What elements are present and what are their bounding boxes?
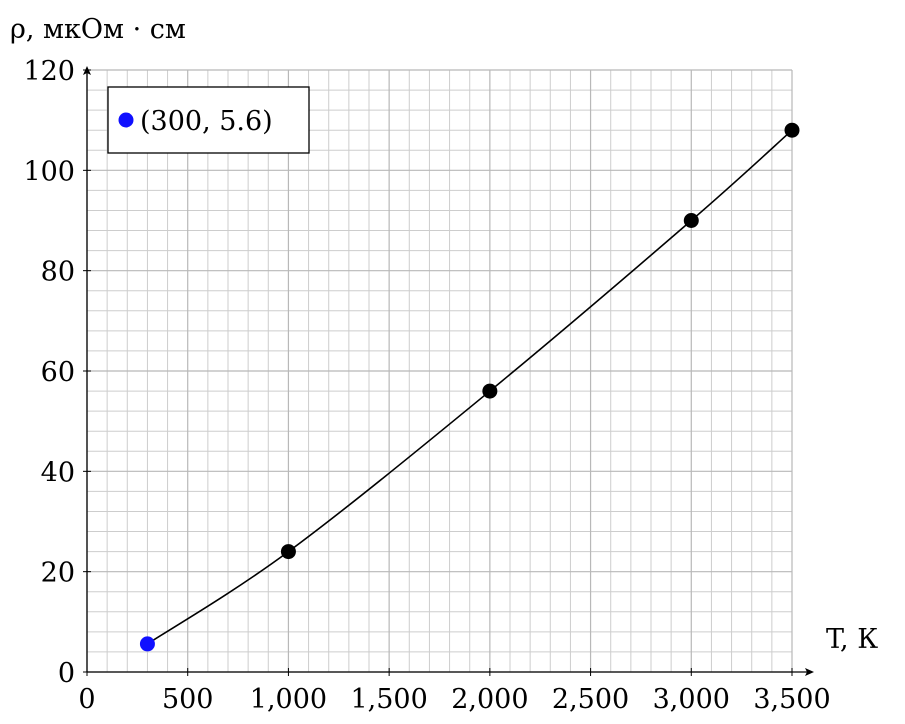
x-axis-arrow [805, 668, 814, 676]
grid-major [86, 69, 793, 673]
series-group [139, 122, 800, 652]
ticks: 0 500 1,000 1,500 2,000 2,500 3,000 3,500 0 20 40 6… [23, 56, 830, 715]
data-point [280, 544, 296, 560]
y-tick-label: 0 [58, 658, 75, 689]
y-axis-label: ρ, мкОм · см [10, 14, 186, 45]
legend: (300, 5.6) [107, 86, 310, 154]
x-tick-label: 0 [78, 684, 95, 715]
x-tick-label: 1,500 [350, 684, 427, 715]
y-tick-label: 100 [23, 156, 75, 187]
x-tick-label: 1,000 [250, 684, 327, 715]
x-tick-label: 500 [162, 684, 214, 715]
legend-box [107, 86, 310, 154]
y-tick-label: 120 [23, 56, 75, 87]
x-tick-label: 3,500 [753, 684, 830, 715]
x-tick-label: 2,500 [552, 684, 629, 715]
data-point [683, 213, 699, 228]
y-tick-label: 20 [41, 558, 75, 589]
y-tick-label: 60 [41, 357, 75, 388]
y-tick-label: 80 [41, 257, 75, 288]
x-tick-label: 2,000 [451, 684, 528, 715]
x-tick-label: 3,000 [653, 684, 730, 715]
legend-label: (300, 5.6) [140, 106, 273, 137]
legend-marker [118, 112, 134, 128]
data-point [784, 122, 800, 138]
x-axis-label: T, К [826, 624, 878, 655]
data-point [482, 383, 498, 399]
y-tick-label: 40 [41, 457, 75, 488]
highlight-point [139, 636, 155, 652]
